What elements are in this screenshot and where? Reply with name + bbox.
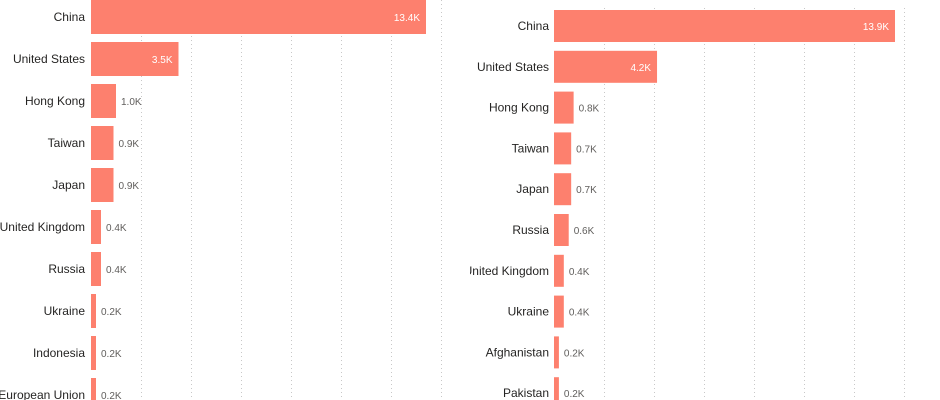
data-label: 0.8K <box>579 104 600 115</box>
bar-row-china[interactable]: China 13.9K <box>518 10 895 42</box>
bar-row-japan[interactable]: Japan 0.7K <box>516 173 597 206</box>
category-label: China <box>518 19 550 33</box>
bar-japan[interactable] <box>554 173 572 206</box>
category-label: United Kingdom <box>0 220 85 234</box>
category-label: Pakistan <box>503 386 549 400</box>
bar-taiwan[interactable] <box>91 126 114 160</box>
right-chart-svg: China 13.9K United States 4.2K Hong Kong 0.8K… <box>470 8 905 400</box>
category-label: United States <box>477 60 549 74</box>
data-label: 0.4K <box>569 267 590 278</box>
bar-row-russia[interactable]: Russia 0.6K <box>512 214 595 246</box>
bar-russia[interactable] <box>554 214 569 246</box>
bar-row-china[interactable]: China 13.4K <box>54 0 426 34</box>
bar-row-hong-kong[interactable]: Hong Kong 1.0K <box>25 84 142 118</box>
bar-row-united-states[interactable]: United States 3.5K <box>13 42 179 76</box>
bar-united-states[interactable] <box>554 50 658 83</box>
bar-row-hong-kong[interactable]: Hong Kong 0.8K <box>489 91 600 124</box>
data-label: 0.9K <box>119 139 140 150</box>
category-label: Japan <box>52 178 85 192</box>
bar-hong-kong[interactable] <box>91 84 116 118</box>
bar-russia[interactable] <box>91 252 101 286</box>
category-label: United States <box>13 52 85 66</box>
category-label: Afghanistan <box>486 345 549 359</box>
category-label: Japan <box>516 182 549 196</box>
data-label: 13.4K <box>394 13 420 24</box>
left-bar-chart: China 13.4K United States 3.5K Hong Kong 1.0K… <box>0 0 442 400</box>
category-label: United Kingdom <box>470 264 549 278</box>
bar-row-ukraine[interactable]: Ukraine 0.4K <box>508 295 590 328</box>
right-bar-chart: China 13.9K United States 4.2K Hong Kong 0.8K… <box>470 0 940 400</box>
bar-hong-kong[interactable] <box>554 91 574 124</box>
bar-row-taiwan[interactable]: Taiwan 0.9K <box>48 126 140 160</box>
data-label: 0.4K <box>106 223 127 234</box>
bar-row-ukraine[interactable]: Ukraine 0.2K <box>44 294 122 328</box>
bar-row-taiwan[interactable]: Taiwan 0.7K <box>512 132 597 165</box>
left-chart-svg: China 13.4K United States 3.5K Hong Kong 1.0K… <box>0 0 442 400</box>
bar-china[interactable] <box>554 10 895 42</box>
data-label: 0.2K <box>101 349 122 360</box>
data-label: 0.2K <box>101 307 122 318</box>
bar-row-united-states[interactable]: United States 4.2K <box>477 50 658 83</box>
data-label: 0.7K <box>576 144 597 155</box>
data-label: 0.9K <box>119 181 140 192</box>
bar-european-union[interactable] <box>91 378 96 400</box>
data-label: 0.2K <box>564 389 585 400</box>
data-label: 13.9K <box>863 22 889 33</box>
bar-ukraine[interactable] <box>91 294 96 328</box>
bar-row-united-kingdom[interactable]: United Kingdom 0.4K <box>0 210 127 244</box>
bar-indonesia[interactable] <box>91 336 96 370</box>
category-label: Taiwan <box>48 136 85 150</box>
gridlines <box>141 0 442 400</box>
bar-pakistan[interactable] <box>554 377 559 400</box>
category-label: Indonesia <box>33 346 85 360</box>
category-label: Ukraine <box>508 305 550 319</box>
category-label: Ukraine <box>44 304 86 318</box>
bar-ukraine[interactable] <box>554 295 564 328</box>
bar-taiwan[interactable] <box>554 132 572 165</box>
category-label: Taiwan <box>512 141 549 155</box>
category-label: Russia <box>512 223 549 237</box>
category-label: Hong Kong <box>25 94 85 108</box>
gridlines <box>604 8 905 400</box>
bar-japan[interactable] <box>91 168 114 202</box>
data-label: 1.0K <box>121 97 142 108</box>
category-label: European Union <box>0 388 85 400</box>
data-label: 0.7K <box>576 185 597 196</box>
data-label: 0.4K <box>569 308 590 319</box>
data-label: 0.2K <box>564 348 585 359</box>
category-label: China <box>54 10 86 24</box>
bar-united-kingdom[interactable] <box>554 254 564 287</box>
category-label: Russia <box>48 262 85 276</box>
bar-china[interactable] <box>91 0 426 34</box>
data-label: 0.6K <box>574 226 595 237</box>
category-label: Hong Kong <box>489 101 549 115</box>
bar-row-united-kingdom[interactable]: United Kingdom 0.4K <box>470 254 590 287</box>
bar-afghanistan[interactable] <box>554 336 559 369</box>
bar-united-kingdom[interactable] <box>91 210 101 244</box>
bar-row-afghanistan[interactable]: Afghanistan 0.2K <box>486 336 585 369</box>
bar-united-states[interactable] <box>91 42 179 76</box>
data-label: 0.2K <box>101 391 122 400</box>
bar-row-russia[interactable]: Russia 0.4K <box>48 252 127 286</box>
data-label: 4.2K <box>630 63 651 74</box>
bar-row-indonesia[interactable]: Indonesia 0.2K <box>33 336 122 370</box>
bar-row-pakistan[interactable]: Pakistan 0.2K <box>503 377 585 400</box>
data-label: 3.5K <box>152 55 173 66</box>
bar-row-european-union[interactable]: European Union 0.2K <box>0 378 122 400</box>
bar-row-japan[interactable]: Japan 0.9K <box>52 168 139 202</box>
data-label: 0.4K <box>106 265 127 276</box>
